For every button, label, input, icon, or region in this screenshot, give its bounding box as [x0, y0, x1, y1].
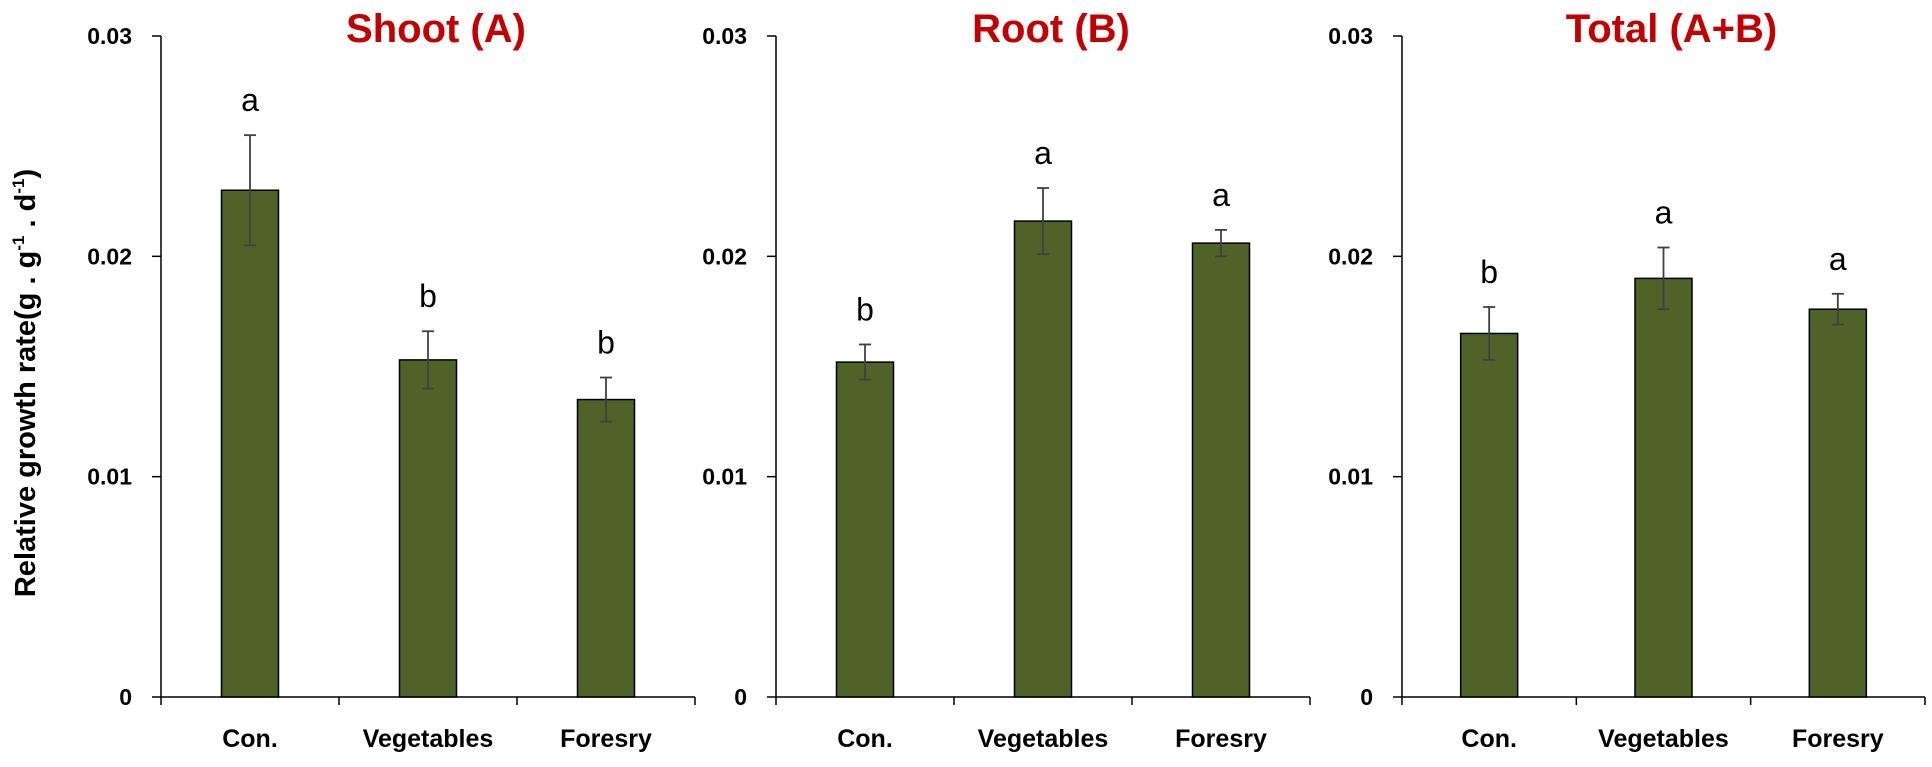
panel-2-y-tick-label: 0.03	[702, 23, 747, 49]
panel-3-x-tick-label: Vegetables	[1598, 725, 1729, 753]
panel-2-x-tick-label: Con.	[837, 725, 893, 753]
panel-2-title: Root (B)	[972, 7, 1130, 51]
panel-1-title: Shoot (A)	[346, 7, 526, 51]
panel-1-significance-letter: b	[597, 325, 615, 361]
panel-2-significance-letter: b	[856, 291, 874, 327]
panel-3-significance-letter: a	[1655, 195, 1673, 231]
panel-3-title: Total (A+B)	[1566, 7, 1777, 51]
panel-1-y-tick-label: 0.01	[87, 464, 132, 490]
panel-3-x-tick-label: Foresry	[1792, 725, 1884, 753]
panel-2-bar	[1013, 220, 1073, 698]
panel-1-x-tick-label: Foresry	[560, 725, 652, 753]
panel-2-x-tick-label: Foresry	[1175, 725, 1267, 753]
panel-2-y-tick-label: 0.01	[702, 464, 747, 490]
panel-1-bar	[220, 189, 280, 698]
panel-1-significance-letter: b	[419, 278, 437, 314]
panel-2-significance-letter: a	[1034, 135, 1052, 171]
panel-3-bar	[1459, 332, 1519, 698]
panel-1-y-tick-label: 0	[119, 684, 132, 710]
panel-2-significance-letter: a	[1212, 177, 1230, 213]
panel-1-significance-letter: a	[241, 82, 259, 118]
panel-2-y-tick-label: 0	[734, 684, 747, 710]
panel-3-significance-letter: b	[1480, 254, 1498, 290]
panel-3-x-tick-label: Con.	[1461, 725, 1517, 753]
panel-1-x-tick-label: Vegetables	[363, 725, 494, 753]
panel-3-y-tick-label: 0.03	[1328, 23, 1373, 49]
panel-1-y-tick-label: 0.02	[87, 243, 132, 269]
panel-3-y-tick-label: 0	[1360, 684, 1373, 710]
panel-3-y-tick-label: 0.02	[1328, 243, 1373, 269]
panel-2-x-tick-label: Vegetables	[978, 725, 1109, 753]
panel-2-bar	[835, 361, 895, 698]
panel-1-bar	[576, 398, 636, 698]
panel-3-y-tick-label: 0.01	[1328, 464, 1373, 490]
panel-1-x-tick-label: Con.	[222, 725, 278, 753]
panel-3-bar	[1634, 277, 1693, 698]
panel-1-bar	[398, 359, 458, 698]
panel-2-y-tick-label: 0.02	[702, 243, 747, 269]
panel-2-bar	[1191, 242, 1251, 698]
panel-3-significance-letter: a	[1829, 241, 1847, 277]
panel-3-bar	[1808, 308, 1868, 698]
panel-1-y-tick-label: 0.03	[87, 23, 132, 49]
